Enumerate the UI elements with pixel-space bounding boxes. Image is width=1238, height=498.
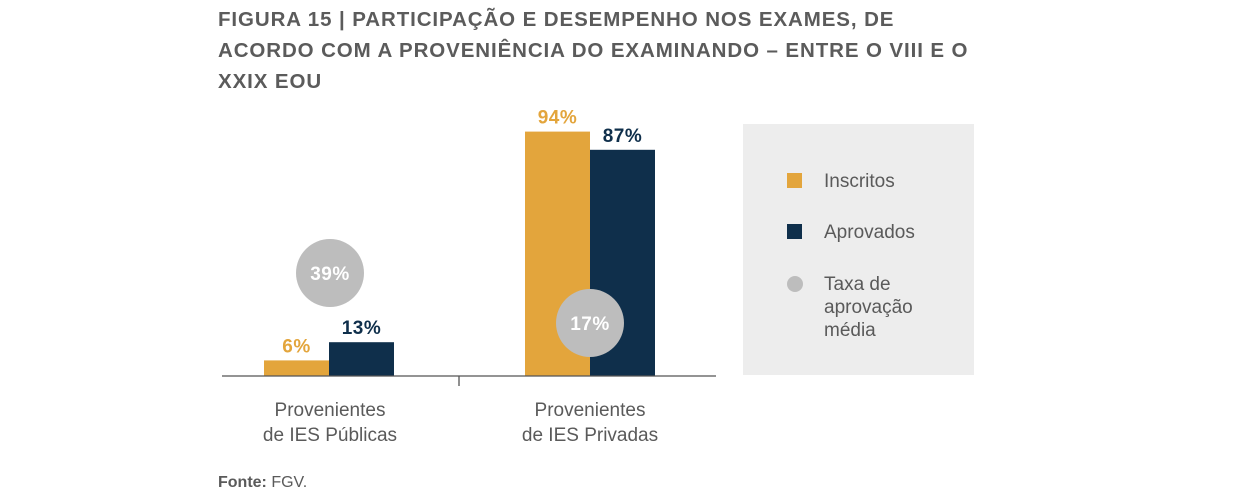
bar-aprovados-publicas (329, 342, 394, 376)
data-label-inscritos-publicas: 6% (282, 336, 310, 357)
data-label-aprovados-privadas: 87% (603, 126, 643, 147)
legend: Inscritos Aprovados Taxa de aprovação mé… (743, 124, 974, 375)
legend-swatch-aprovados (787, 224, 802, 239)
rate-circle-publicas (296, 239, 364, 307)
legend-item-taxa: Taxa de aprovação média (787, 273, 944, 342)
legend-label-inscritos: Inscritos (824, 171, 895, 192)
data-label-inscritos-privadas: 94% (538, 108, 578, 129)
legend-label-taxa: Taxa de aprovação média (824, 274, 913, 341)
category-label-line: Provenientes (535, 400, 646, 421)
source-note: Fonte: FGV. (218, 474, 307, 492)
legend-swatch-inscritos (787, 173, 802, 188)
chart-title: FIGURA 15 | PARTICIPAÇÃO E DESEMPENHO NO… (218, 8, 969, 93)
legend-swatch-taxa (787, 276, 803, 292)
rate-label-privadas: 17% (570, 314, 610, 335)
category-label-privadas: Provenientes de IES Privadas (522, 400, 658, 446)
legend-item-aprovados: Aprovados (787, 221, 944, 244)
category-label-publicas: Provenientes de IES Públicas (263, 400, 397, 446)
rate-label-publicas: 39% (310, 264, 350, 285)
legend-label-aprovados: Aprovados (824, 222, 915, 243)
data-label-aprovados-publicas: 13% (342, 318, 382, 339)
source-label: Fonte: (218, 474, 267, 491)
rate-circle-privadas (556, 289, 624, 357)
category-label-line: de IES Privadas (522, 425, 658, 446)
source-value: FGV. (271, 474, 308, 491)
bar-inscritos-publicas (264, 360, 329, 376)
category-label-line: de IES Públicas (263, 425, 397, 446)
legend-item-inscritos: Inscritos (787, 170, 944, 193)
category-label-line: Provenientes (275, 400, 386, 421)
